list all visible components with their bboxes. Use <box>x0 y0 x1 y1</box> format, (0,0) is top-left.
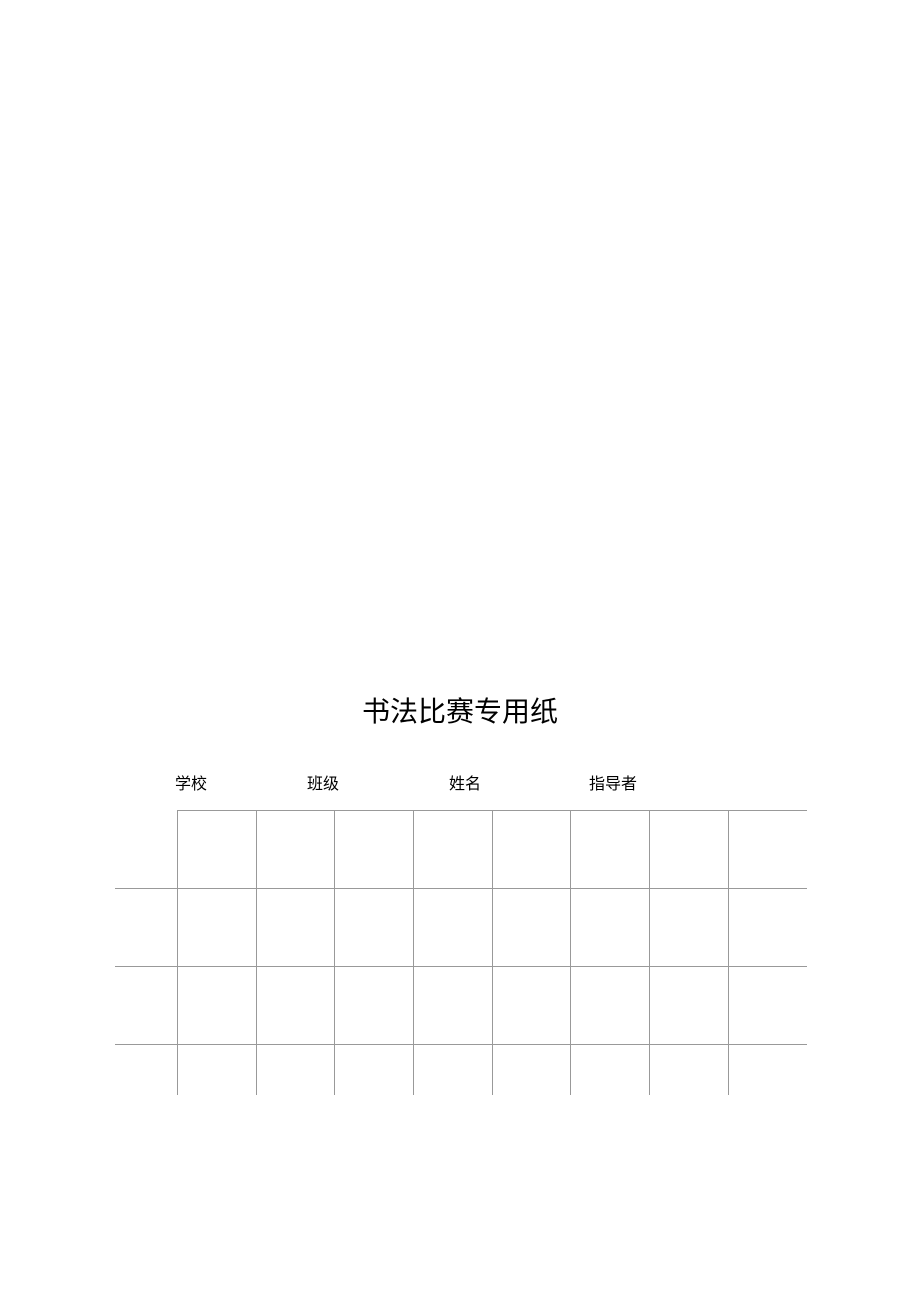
grid-cell <box>115 811 178 889</box>
grid-cell <box>492 811 571 889</box>
grid-cell <box>492 967 571 1045</box>
content-wrapper: 书法比赛专用纸 学校 班级 姓名 指导者 <box>0 690 920 1095</box>
grid-cell <box>256 889 335 967</box>
grid-cell <box>115 889 178 967</box>
grid-cell <box>178 967 257 1045</box>
page-title: 书法比赛专用纸 <box>0 690 920 730</box>
grid-cell <box>256 967 335 1045</box>
grid-cell <box>650 811 729 889</box>
grid-cell <box>414 967 493 1045</box>
grid-cell <box>178 811 257 889</box>
grid-cell <box>650 889 729 967</box>
grid-cell <box>728 1045 807 1095</box>
grid-row <box>115 1045 807 1095</box>
grid-cell <box>256 1045 335 1095</box>
grid-row <box>115 811 807 889</box>
grid-cell <box>650 967 729 1045</box>
grid-cell <box>728 967 807 1045</box>
grid-cell <box>335 889 414 967</box>
grid-cell <box>414 1045 493 1095</box>
grid-cell <box>571 811 650 889</box>
grid-cell <box>650 1045 729 1095</box>
grid-cell <box>728 811 807 889</box>
grid-row <box>115 889 807 967</box>
field-label-class: 班级 <box>307 770 339 794</box>
calligraphy-grid <box>115 810 807 1095</box>
grid-cell <box>335 811 414 889</box>
grid-cell <box>115 967 178 1045</box>
grid-cell <box>492 889 571 967</box>
grid-cell <box>571 967 650 1045</box>
field-labels-row: 学校 班级 姓名 指导者 <box>115 770 807 794</box>
grid-cell <box>256 811 335 889</box>
grid-cell <box>492 1045 571 1095</box>
grid-cell <box>414 811 493 889</box>
field-label-name: 姓名 <box>449 770 481 794</box>
grid-cell <box>335 967 414 1045</box>
grid-cell <box>178 1045 257 1095</box>
grid-cell <box>115 1045 178 1095</box>
grid-cell <box>335 1045 414 1095</box>
field-label-instructor: 指导者 <box>589 770 637 794</box>
grid-row <box>115 967 807 1045</box>
grid-cell <box>414 889 493 967</box>
grid-cell <box>728 889 807 967</box>
grid-cell <box>178 889 257 967</box>
grid-cell <box>571 1045 650 1095</box>
field-label-school: 学校 <box>175 770 207 794</box>
grid-cell <box>571 889 650 967</box>
